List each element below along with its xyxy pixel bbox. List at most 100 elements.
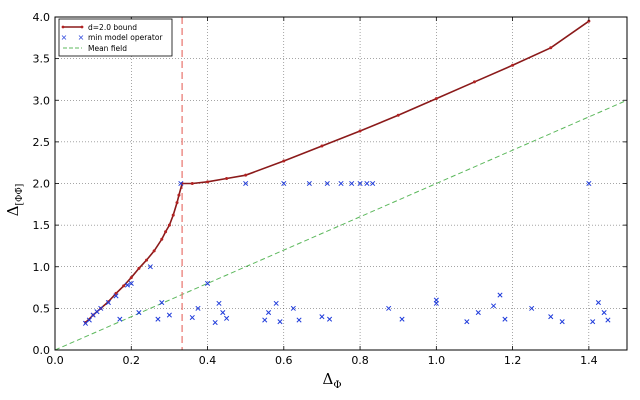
min-model-point <box>212 319 218 326</box>
marker-stroke <box>147 264 153 270</box>
bound-point <box>160 237 164 241</box>
marker-stroke <box>273 300 279 306</box>
legend-entry-min-model: × × min model operator <box>61 33 164 42</box>
marker-stroke <box>124 282 131 288</box>
min-model-point <box>220 309 226 316</box>
bound-point <box>396 113 400 117</box>
marker-stroke <box>113 293 119 299</box>
min-model-point <box>601 309 607 316</box>
legend-min-model-marker: × <box>78 33 85 42</box>
marker-stroke <box>490 303 497 309</box>
marker-stroke <box>105 299 111 306</box>
y-tick-label: 3.0 <box>33 94 51 107</box>
plot-border <box>54 16 628 351</box>
bound-point <box>244 173 248 177</box>
marker-stroke <box>590 319 596 325</box>
legend-bound-marker <box>61 25 65 29</box>
marker-stroke <box>189 314 195 321</box>
bound-point <box>225 177 229 181</box>
min-model-point <box>290 305 296 311</box>
bound-point <box>175 201 179 205</box>
min-model-point <box>324 180 330 187</box>
marker-stroke <box>216 300 222 306</box>
marker-stroke <box>605 317 611 323</box>
bound-point <box>511 63 515 67</box>
marker-stroke <box>529 305 535 311</box>
min-model-point <box>159 299 165 306</box>
y-tick-label: 0.5 <box>33 302 51 315</box>
legend-entry-bound: d=2.0 bound <box>61 23 137 32</box>
legend-bound-marker <box>80 25 84 29</box>
marker-stroke <box>117 316 123 322</box>
y-tick-label: 0.0 <box>33 344 51 357</box>
bound-point <box>167 223 171 227</box>
x-tick-label: 1.0 <box>428 354 446 367</box>
min-model-point <box>147 264 153 270</box>
marker-stroke <box>548 314 554 320</box>
bound-point <box>171 213 175 217</box>
series-layer <box>55 17 627 350</box>
marker-stroke <box>243 180 249 187</box>
min-model-point <box>136 309 142 316</box>
x-tick-label: 0.0 <box>46 354 64 367</box>
min-model-point <box>265 309 272 316</box>
y-tick-label: 3.5 <box>33 53 51 66</box>
bound-point <box>137 266 141 270</box>
marker-stroke <box>128 280 134 286</box>
min-model-point <box>243 180 249 187</box>
min-model-point <box>113 293 119 299</box>
marker-stroke <box>277 319 283 325</box>
legend: d=2.0 bound × × min model operator Mean … <box>58 18 173 57</box>
min-model-point <box>98 305 104 311</box>
marker-stroke <box>464 319 470 325</box>
min-model-point <box>166 312 172 318</box>
x-tick-label: 0.2 <box>123 354 141 367</box>
min-model-point <box>178 180 184 187</box>
min-model-point <box>262 317 268 323</box>
bound-point <box>122 284 126 288</box>
bound-point <box>114 291 118 295</box>
bound-point <box>358 129 362 133</box>
min-model-point <box>548 314 554 320</box>
x-tick-label: 1.4 <box>580 354 598 367</box>
min-model-point <box>433 297 439 303</box>
marker-stroke <box>357 180 363 187</box>
bound-point <box>129 276 133 280</box>
bound-point <box>549 46 553 50</box>
marker-stroke <box>433 297 439 303</box>
marker-stroke <box>290 305 296 311</box>
min-model-point <box>155 316 161 322</box>
marker-stroke <box>327 316 333 322</box>
x-tick-label: 0.8 <box>351 354 369 367</box>
min-model-point <box>306 180 312 187</box>
marker-stroke <box>399 316 405 322</box>
marker-stroke <box>265 309 272 316</box>
min-model-point <box>105 299 111 306</box>
min-model-point <box>529 305 535 311</box>
marker-stroke <box>502 316 508 322</box>
legend-box <box>58 18 173 57</box>
min-model-point <box>296 317 302 323</box>
min-model-point <box>327 316 333 322</box>
bound-point <box>472 80 476 84</box>
marker-stroke <box>475 309 481 316</box>
legend-label-bound: d=2.0 bound <box>88 23 137 32</box>
marker-stroke <box>559 319 565 325</box>
y-tick-label: 2.5 <box>33 136 51 149</box>
marker-stroke <box>324 180 330 187</box>
legend-min-model-marker: × <box>61 33 68 42</box>
marker-stroke <box>195 305 201 311</box>
min-model-point <box>128 280 134 286</box>
x-tick-label: 0.6 <box>275 354 293 367</box>
min-model-point <box>490 303 497 309</box>
marker-stroke <box>155 316 161 322</box>
min-model-point <box>475 309 481 316</box>
marker-stroke <box>212 319 218 326</box>
marker-stroke <box>262 317 268 323</box>
marker-stroke <box>386 305 392 311</box>
bound-point <box>164 230 168 234</box>
marker-stroke <box>349 180 355 187</box>
min-model-point <box>224 315 230 321</box>
bound-point <box>152 249 156 253</box>
